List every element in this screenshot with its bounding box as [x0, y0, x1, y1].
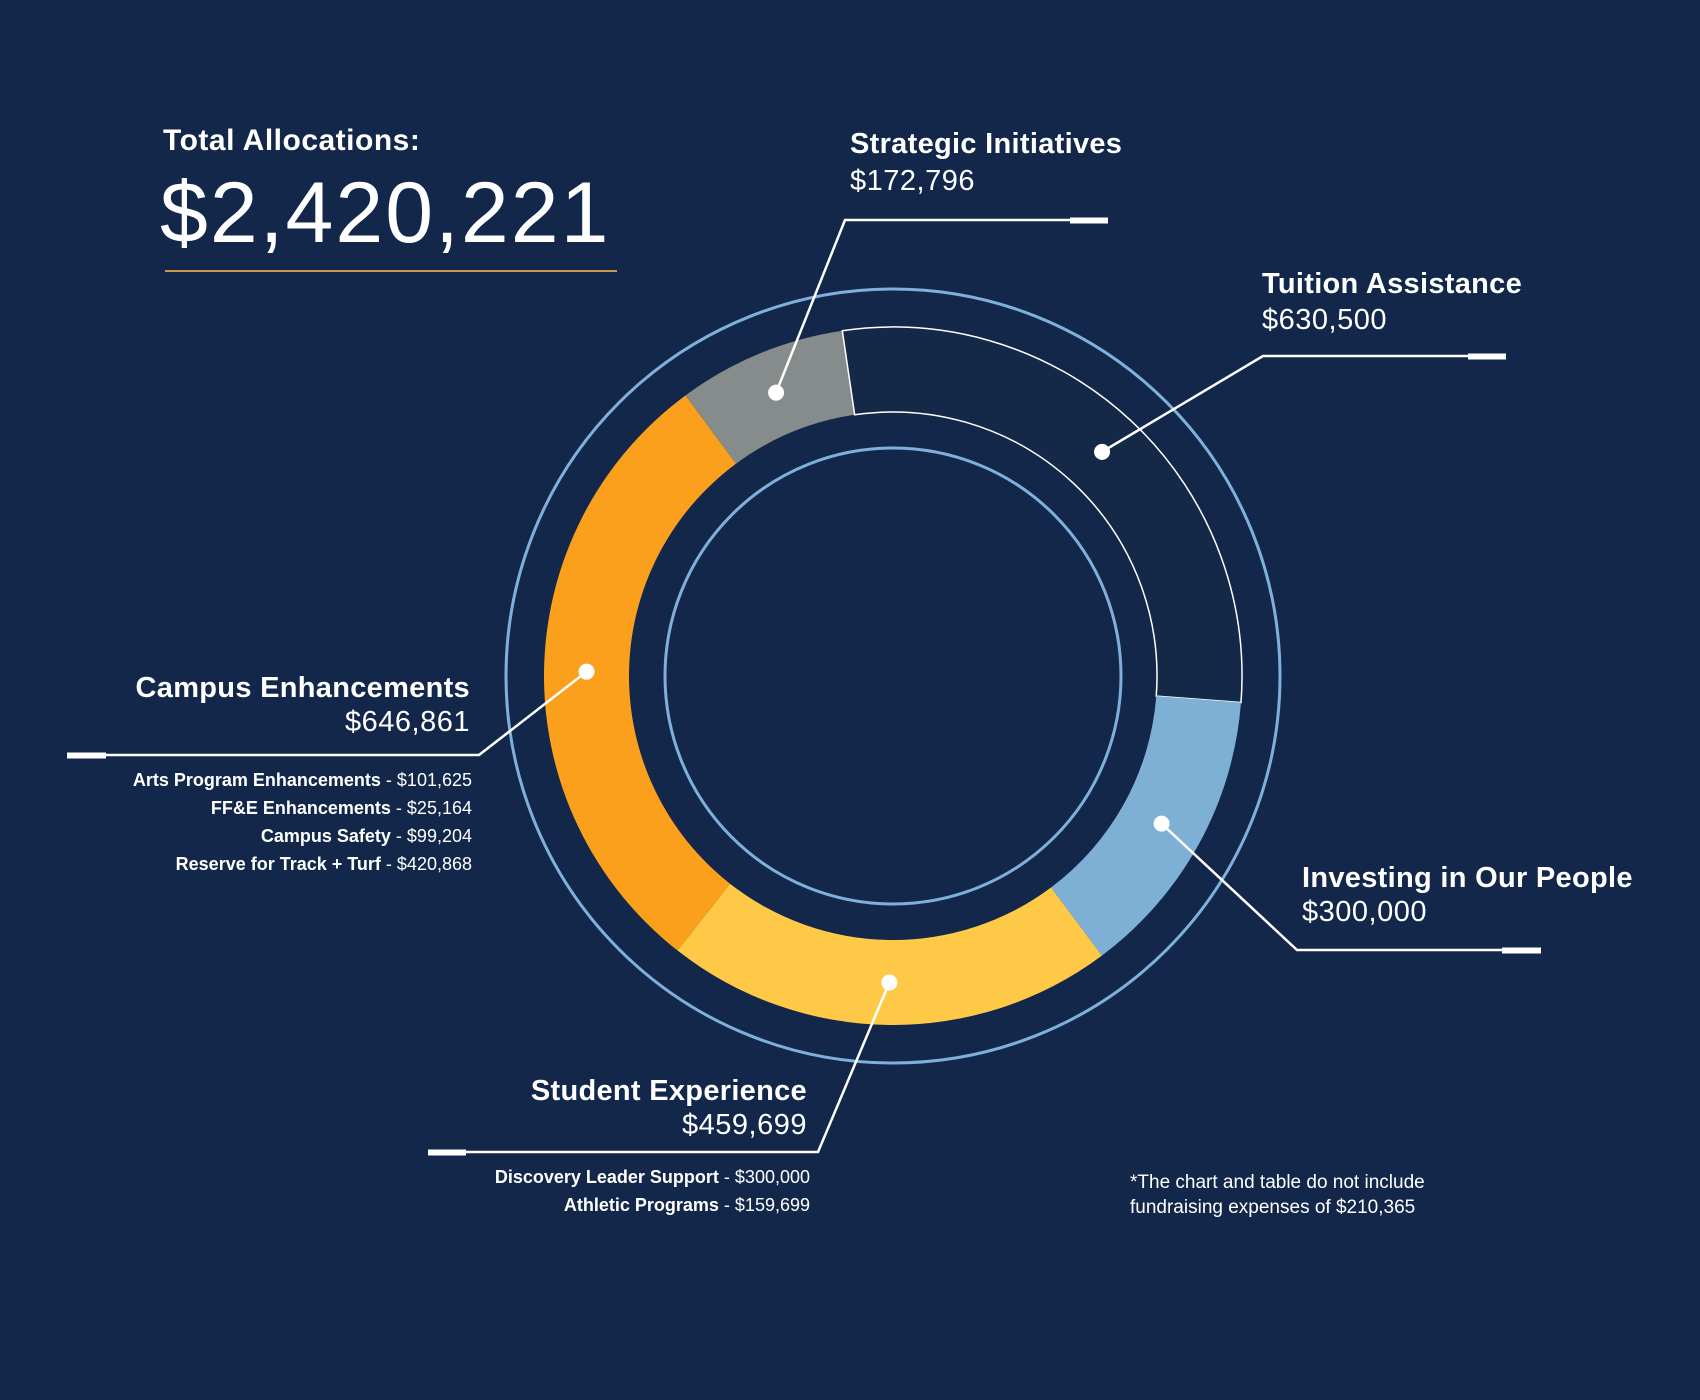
campus-item-name: Campus Safety: [260, 826, 391, 846]
campus-item: Arts Program Enhancements - $101,625: [132, 770, 472, 790]
strategic-amount: $172,796: [850, 165, 975, 197]
campus-item-amount: $101,625: [396, 770, 472, 790]
outer-ring: [504, 287, 1282, 1065]
campus-name: Campus Enhancements: [135, 672, 470, 704]
student-name: Student Experience: [530, 1075, 807, 1107]
leader-dot-tuition: [1094, 443, 1111, 460]
donut-slices: [543, 326, 1243, 1025]
campus-item: FF&E Enhancements - $25,164: [210, 798, 472, 818]
leader-tab-investing: [1502, 947, 1541, 954]
leader-dot-student: [881, 974, 898, 991]
student-item-amount: $159,699: [734, 1195, 810, 1215]
investing-name: Investing in Our People: [1302, 862, 1633, 894]
tuition-name: Tuition Assistance: [1262, 268, 1522, 300]
total-value: $2,420,221: [160, 165, 611, 261]
student-item: Discovery Leader Support - $300,000: [494, 1167, 810, 1187]
leader-dot-campus: [578, 663, 595, 680]
student-item-amount: $300,000: [734, 1167, 810, 1187]
tuition-amount: $630,500: [1262, 304, 1387, 336]
campus-item-amount: $420,868: [396, 854, 472, 874]
campus-item-amount: $25,164: [406, 798, 472, 818]
student-item: Athletic Programs - $159,699: [563, 1195, 810, 1215]
campus-breakdown: Arts Program Enhancements - $101,625 FF&…: [133, 766, 472, 878]
student-amount: $459,699: [682, 1109, 807, 1141]
leader-line-investing: [1160, 822, 1541, 952]
leader-dot-investing: [1153, 815, 1170, 832]
leader-tab-campus: [67, 752, 106, 759]
slice-campus-enhancements: [543, 395, 736, 951]
footnote: *The chart and table do not include fund…: [1130, 1170, 1425, 1220]
investing-amount: $300,000: [1302, 896, 1427, 928]
campus-item-name: FF&E Enhancements: [210, 798, 391, 818]
student-breakdown: Discovery Leader Support - $300,000 Athl…: [495, 1163, 810, 1219]
student-item-name: Athletic Programs: [563, 1195, 719, 1215]
campus-item-amount: $99,204: [406, 826, 472, 846]
campus-amount: $646,861: [345, 706, 470, 738]
inner-ring: [663, 446, 1123, 906]
campus-item: Reserve for Track + Turf - $420,868: [175, 854, 472, 874]
leader-tab-strategic: [1070, 217, 1108, 224]
leader-dot-strategic: [768, 384, 785, 401]
callout-leaders: [67, 217, 1541, 1156]
slice-investing-in-our-people: [1051, 696, 1241, 956]
leader-line-tuition: [1101, 354, 1506, 453]
leader-tab-student: [428, 1149, 466, 1156]
slice-student-experience: [677, 883, 1102, 1025]
campus-item: Campus Safety - $99,204: [260, 826, 472, 846]
leader-line-student: [428, 981, 891, 1154]
slice-tuition-assistance: [841, 326, 1243, 704]
leader-line-strategic: [774, 218, 1108, 394]
strategic-name: Strategic Initiatives: [850, 128, 1123, 160]
total-label: Total Allocations:: [163, 124, 421, 157]
footnote-line: *The chart and table do not include: [1130, 1172, 1425, 1193]
footnote-line: fundraising expenses of $210,365: [1130, 1197, 1416, 1218]
campus-item-name: Arts Program Enhancements: [132, 770, 381, 790]
leader-tab-tuition: [1468, 353, 1506, 360]
leader-line-campus: [67, 670, 588, 757]
student-item-name: Discovery Leader Support: [494, 1167, 719, 1187]
campus-item-name: Reserve for Track + Turf: [175, 854, 381, 874]
